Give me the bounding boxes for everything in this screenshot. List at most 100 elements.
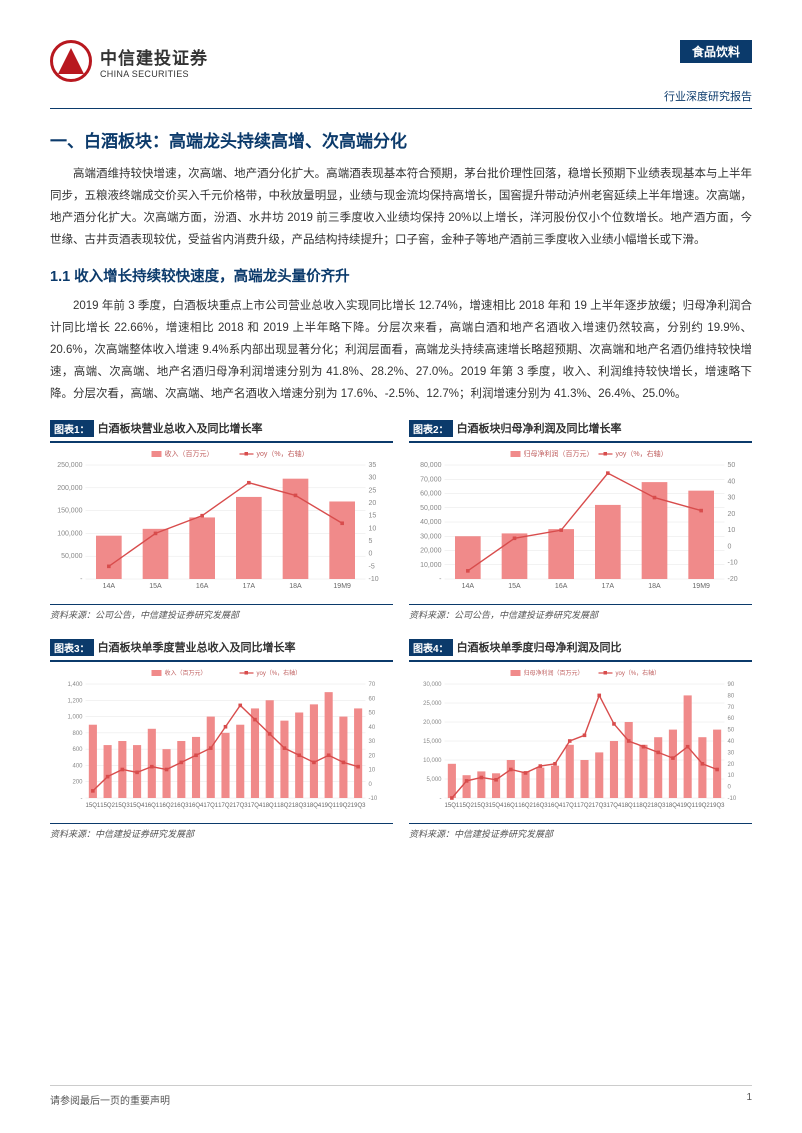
svg-text:19M9: 19M9 (333, 583, 351, 590)
svg-text:-10: -10 (369, 576, 379, 583)
svg-text:17Q3: 17Q3 (233, 803, 248, 809)
svg-text:17Q2: 17Q2 (577, 803, 592, 809)
svg-text:15Q3: 15Q3 (474, 803, 489, 809)
svg-text:15Q1: 15Q1 (86, 803, 101, 809)
svg-text:-10: -10 (369, 796, 378, 802)
svg-text:17Q3: 17Q3 (592, 803, 607, 809)
svg-text:归母净利润（百万元）: 归母净利润（百万元） (524, 449, 594, 458)
svg-text:15A: 15A (508, 583, 521, 590)
logo-icon (50, 40, 92, 82)
report-type: 行业深度研究报告 (50, 88, 752, 104)
svg-text:50,000: 50,000 (61, 553, 83, 560)
svg-text:15Q4: 15Q4 (489, 803, 504, 809)
logo-text-cn: 中信建投证券 (100, 44, 208, 69)
svg-text:18A: 18A (289, 583, 302, 590)
svg-text:19M9: 19M9 (692, 583, 710, 590)
svg-text:15Q1: 15Q1 (445, 803, 460, 809)
svg-text:18Q1: 18Q1 (621, 803, 636, 809)
chart-title: 白酒板块归母净利润及同比增长率 (457, 420, 622, 436)
svg-text:15Q3: 15Q3 (115, 803, 130, 809)
svg-text:18Q3: 18Q3 (292, 803, 307, 809)
svg-text:18A: 18A (648, 583, 661, 590)
svg-text:归母净利润（百万元）: 归母净利润（百万元） (524, 669, 584, 677)
svg-text:19Q1: 19Q1 (680, 803, 695, 809)
svg-text:30: 30 (728, 494, 736, 501)
svg-text:yoy（%，右轴）: yoy（%，右轴） (616, 449, 668, 458)
svg-text:0: 0 (728, 543, 732, 550)
chart-title: 白酒板块单季度营业总收入及同比增长率 (98, 639, 296, 655)
svg-text:16Q2: 16Q2 (518, 803, 533, 809)
svg-text:35: 35 (369, 462, 377, 469)
svg-text:0: 0 (369, 781, 373, 787)
svg-text:30: 30 (728, 750, 735, 756)
svg-text:60,000: 60,000 (420, 490, 442, 497)
svg-text:19Q3: 19Q3 (710, 803, 725, 809)
svg-text:-: - (80, 576, 83, 583)
chart-source: 资料来源：中信建投证券研究发展部 (409, 823, 752, 840)
svg-text:18Q2: 18Q2 (636, 803, 651, 809)
header-rule (50, 108, 752, 109)
svg-text:收入（百万元）: 收入（百万元） (165, 449, 214, 458)
svg-text:19Q2: 19Q2 (336, 803, 351, 809)
svg-text:250,000: 250,000 (57, 462, 82, 469)
svg-text:yoy（%，右轴）: yoy（%，右轴） (257, 449, 309, 458)
svg-text:15: 15 (369, 512, 377, 519)
svg-text:17Q4: 17Q4 (607, 803, 622, 809)
svg-text:16Q2: 16Q2 (159, 803, 174, 809)
chart-2: 图表2： 白酒板块归母净利润及同比增长率 -10,00020,00030,000… (409, 420, 752, 621)
chart-canvas: -10,00020,00030,00040,00050,00060,00070,… (409, 447, 752, 597)
svg-text:10: 10 (728, 527, 736, 534)
chart-rule (409, 441, 752, 443)
svg-text:16A: 16A (555, 583, 568, 590)
svg-text:30,000: 30,000 (423, 682, 442, 688)
svg-text:18Q4: 18Q4 (666, 803, 681, 809)
svg-text:17Q2: 17Q2 (218, 803, 233, 809)
svg-text:0: 0 (728, 784, 732, 790)
svg-text:600: 600 (72, 747, 83, 753)
svg-text:80,000: 80,000 (420, 462, 442, 469)
chart-rule (50, 660, 393, 662)
chart-badge: 图表1： (50, 420, 94, 437)
svg-text:10,000: 10,000 (420, 561, 442, 568)
chart-canvas: -50,000100,000150,000200,000250,000-10-5… (50, 447, 393, 597)
svg-text:10: 10 (728, 773, 735, 779)
svg-text:16Q4: 16Q4 (189, 803, 204, 809)
svg-text:14A: 14A (103, 583, 116, 590)
svg-text:20: 20 (728, 510, 736, 517)
svg-text:-20: -20 (728, 576, 738, 583)
svg-text:25: 25 (369, 487, 377, 494)
svg-text:80: 80 (728, 693, 735, 699)
svg-text:-10: -10 (728, 796, 737, 802)
svg-text:16Q1: 16Q1 (144, 803, 159, 809)
svg-text:18Q1: 18Q1 (262, 803, 277, 809)
chart-canvas: -2004006008001,0001,2001,400-10010203040… (50, 666, 393, 816)
chart-source: 资料来源：公司公告，中信建投证券研究发展部 (50, 604, 393, 621)
svg-text:20,000: 20,000 (420, 547, 442, 554)
svg-text:15Q2: 15Q2 (100, 803, 115, 809)
svg-text:50: 50 (369, 710, 376, 716)
svg-text:70: 70 (728, 704, 735, 710)
svg-text:17A: 17A (243, 583, 256, 590)
svg-text:40: 40 (369, 724, 376, 730)
svg-text:1,200: 1,200 (67, 698, 83, 704)
svg-text:100,000: 100,000 (57, 530, 82, 537)
body-paragraph-1: 高端酒维持较快增速，次高端、地产酒分化扩大。高端酒表现基本符合预期，茅台批价理性… (50, 164, 752, 251)
subsection-heading: 1.1 收入增长持续较快速度，高端龙头量价齐升 (50, 265, 752, 286)
svg-text:17A: 17A (602, 583, 615, 590)
svg-text:10,000: 10,000 (423, 758, 442, 764)
svg-text:yoy（%，右轴）: yoy（%，右轴） (257, 669, 302, 677)
svg-text:30,000: 30,000 (420, 533, 442, 540)
chart-rule (50, 441, 393, 443)
chart-title: 白酒板块营业总收入及同比增长率 (98, 420, 263, 436)
svg-text:10: 10 (369, 767, 376, 773)
chart-canvas: -5,00010,00015,00020,00025,00030,000-100… (409, 666, 752, 816)
chart-3: 图表3： 白酒板块单季度营业总收入及同比增长率 -2004006008001,0… (50, 639, 393, 840)
svg-text:18Q3: 18Q3 (651, 803, 666, 809)
svg-text:19Q3: 19Q3 (351, 803, 366, 809)
svg-text:800: 800 (72, 730, 83, 736)
svg-text:30: 30 (369, 474, 377, 481)
svg-text:17Q1: 17Q1 (562, 803, 577, 809)
chart-1: 图表1： 白酒板块营业总收入及同比增长率 -50,000100,000150,0… (50, 420, 393, 621)
svg-text:20: 20 (369, 753, 376, 759)
chart-title: 白酒板块单季度归母净利润及同比 (457, 639, 622, 655)
